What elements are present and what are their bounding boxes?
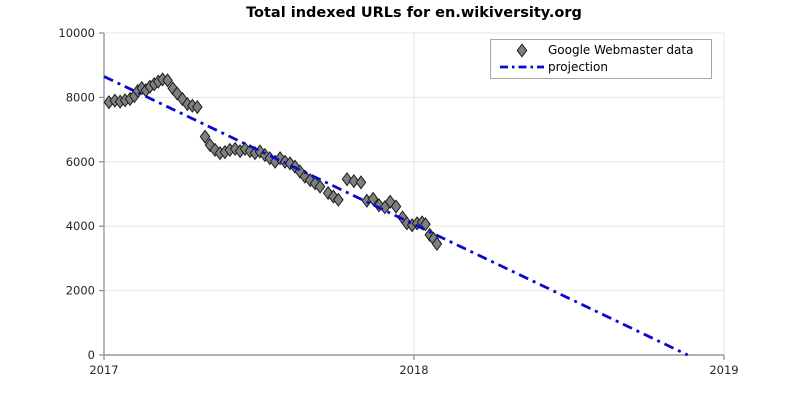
y-tick-label: 0 — [88, 348, 95, 362]
data-point-diamond — [384, 194, 396, 209]
data-point-diamond — [348, 173, 360, 189]
data-point-diamond — [390, 199, 402, 214]
y-tick-label: 8000 — [66, 90, 95, 104]
legend-row-scatter: Google Webmaster data — [499, 42, 705, 59]
data-point-diamond — [314, 179, 326, 194]
data-point-diamond — [333, 192, 344, 207]
data-point-diamond — [431, 236, 443, 252]
data-point-diamond — [209, 142, 221, 158]
data-point-diamond — [299, 169, 311, 184]
data-point-diamond — [367, 191, 379, 206]
chart-title: Total indexed URLs for en.wikiversity.or… — [246, 5, 582, 21]
data-point-diamond — [322, 185, 334, 201]
x-tick-label: 2017 — [89, 363, 118, 377]
data-point-diamond — [199, 129, 211, 144]
y-tick-label: 10000 — [58, 26, 95, 40]
projection-line — [103, 75, 689, 357]
y-tick-label: 6000 — [66, 155, 95, 169]
data-point-diamond — [274, 151, 286, 166]
data-point-diamond — [309, 176, 321, 191]
diamond-marker-icon — [499, 43, 545, 58]
data-point-diamond — [191, 99, 203, 115]
y-tick-label: 4000 — [66, 219, 95, 233]
legend-label-scatter: Google Webmaster data — [548, 43, 694, 58]
data-point-diamond — [162, 73, 173, 88]
legend-label-projection: projection — [548, 59, 608, 74]
data-point-diamond — [341, 172, 353, 187]
legend-row-projection: projection — [499, 59, 705, 76]
x-tick-label: 2019 — [709, 363, 738, 377]
y-tick-label: 2000 — [66, 284, 95, 298]
data-point-diamond — [355, 175, 367, 190]
dash-dot-line-icon — [499, 64, 545, 70]
legend-box: Google Webmaster data projection — [490, 39, 712, 79]
data-point-diamond — [177, 91, 188, 107]
x-tick-label: 2018 — [399, 363, 428, 377]
